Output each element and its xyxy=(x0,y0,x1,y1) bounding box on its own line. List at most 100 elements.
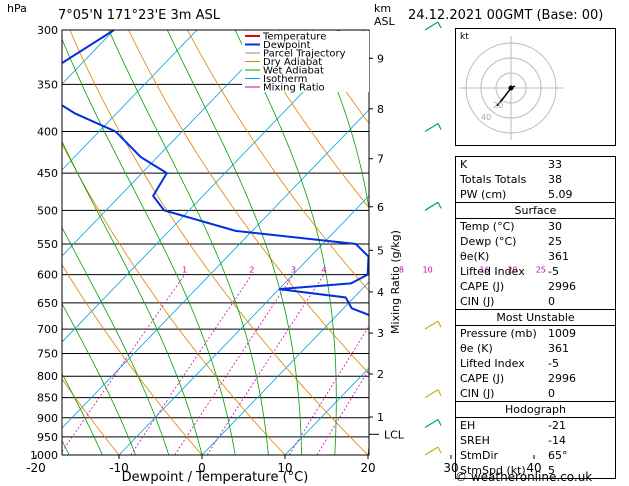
row-label: PW (cm) xyxy=(460,188,507,201)
temp-tick-label: 40 xyxy=(526,461,541,475)
isotherm xyxy=(201,281,369,455)
wind-barb xyxy=(424,21,439,31)
dry-adiabat xyxy=(245,30,369,209)
wet-adiabat xyxy=(108,30,269,455)
isotherm xyxy=(62,109,369,429)
dry-adiabat xyxy=(128,30,369,375)
hodograph-frame xyxy=(455,28,616,146)
table-row: θe(K) 361 xyxy=(456,249,615,264)
row-label: StmSpd (kt) xyxy=(460,464,526,477)
table-row: Totals Totals 38 xyxy=(456,172,615,187)
wind-barb xyxy=(424,123,439,133)
row-label: Temp (°C) xyxy=(460,220,515,233)
dry-adiabat xyxy=(69,30,369,455)
legend-label: Dewpoint xyxy=(263,40,311,51)
isotherm xyxy=(118,195,369,455)
wind-barb xyxy=(424,389,439,399)
km-tick-label: 3 xyxy=(377,327,384,340)
mixing-ratio-label: 4 xyxy=(321,266,326,275)
table-row: EH -21 xyxy=(456,418,615,433)
km-unit-label: km xyxy=(374,2,391,15)
hodograph-table-header: Hodograph xyxy=(456,401,615,418)
x-axis-label: Dewpoint / Temperature (°C) xyxy=(122,470,309,485)
row-value: 361 xyxy=(548,342,569,355)
km-tick-label: 8 xyxy=(377,103,384,116)
pressure-unit-label: hPa xyxy=(7,2,27,15)
table-row: CAPE (J) 2996 xyxy=(456,371,615,386)
row-value: -21 xyxy=(548,419,566,432)
wet-adiabat xyxy=(311,30,369,455)
table-row: CIN (J) 0 xyxy=(456,294,615,309)
pressure-tick-label: 750 xyxy=(37,347,58,360)
legend-label: Parcel Trajectory xyxy=(263,49,346,60)
table-row: Dewp (°C) 25 xyxy=(456,234,615,249)
asl-label: ASL xyxy=(374,15,396,28)
table-row: SREH -14 xyxy=(456,433,615,448)
wind-barb xyxy=(424,446,439,456)
mixing-ratio-label: 10 xyxy=(423,266,433,275)
row-value: 38 xyxy=(548,173,562,186)
table-row: CAPE (J) 2996 xyxy=(456,279,615,294)
row-value: 0 xyxy=(548,295,555,308)
pressure-tick-label: 500 xyxy=(37,204,58,217)
mixing-ratio-line xyxy=(130,274,253,455)
wind-barb-flag xyxy=(437,419,442,426)
dry-adiabat xyxy=(62,263,203,455)
row-value: -14 xyxy=(548,434,566,447)
row-label: StmDir xyxy=(460,449,499,462)
mixing-ratio-line xyxy=(62,274,185,453)
wind-barb-flag xyxy=(437,123,442,130)
mixing-ratio-label: 8 xyxy=(399,266,404,275)
hodograph-unit: kt xyxy=(460,32,469,42)
pressure-tick-label: 600 xyxy=(37,269,58,282)
dry-adiabat xyxy=(187,30,369,292)
legend-label: Isotherm xyxy=(263,74,307,85)
row-value: 361 xyxy=(548,250,569,263)
storm-motion-marker xyxy=(508,85,514,91)
km-tick-label: 6 xyxy=(377,201,384,214)
row-label: CIN (J) xyxy=(460,387,495,400)
legend-box xyxy=(242,31,369,92)
isotherm xyxy=(284,367,369,455)
km-tick-label: 4 xyxy=(377,286,384,299)
wet-adiabat xyxy=(62,372,103,455)
km-tick-label: 2 xyxy=(377,368,384,381)
pressure-tick-label: 950 xyxy=(37,431,58,444)
pressure-tick-label: 850 xyxy=(37,392,58,405)
row-label: Pressure (mb) xyxy=(460,327,537,340)
series-dewpoint xyxy=(62,30,369,317)
wind-barb xyxy=(424,201,439,211)
pressure-tick-label: 900 xyxy=(37,412,58,425)
pressure-tick-label: 650 xyxy=(37,297,58,310)
wind-barb-flag xyxy=(437,446,442,454)
row-label: CAPE (J) xyxy=(460,280,505,293)
km-tick-label: 9 xyxy=(377,52,384,65)
row-value: 1009 xyxy=(548,327,576,340)
pressure-tick-label: 450 xyxy=(37,167,58,180)
wind-barb-flag xyxy=(437,21,442,29)
wet-adiabat xyxy=(0,0,36,455)
wet-adiabat xyxy=(62,140,203,455)
legend-label: Mixing Ratio xyxy=(263,83,325,94)
wet-adiabat xyxy=(62,38,236,455)
mixing-ratio-axis-label: Mixing Ratio (g/kg) xyxy=(389,230,402,334)
km-tick-label: 5 xyxy=(377,244,384,257)
temp-tick-label: 10 xyxy=(277,461,292,475)
table-row: θe (K) 361 xyxy=(456,341,615,356)
temp-tick-label: 30 xyxy=(443,461,458,475)
dry-adiabat xyxy=(304,30,369,125)
surface-header: Surface xyxy=(456,202,615,219)
row-value: 5 xyxy=(548,464,555,477)
wind-barb-flag xyxy=(437,389,442,396)
row-value: -5 xyxy=(548,265,559,278)
row-label: θe (K) xyxy=(460,342,493,355)
wind-barb xyxy=(424,320,439,330)
hodograph-ring-label: 20 xyxy=(493,101,503,110)
pressure-tick-label: 800 xyxy=(37,370,58,383)
table-row: Pressure (mb) 1009 xyxy=(456,326,615,341)
table-row: Temp (°C) 30 xyxy=(456,219,615,234)
indices-table: K 33 Totals Totals 38 PW (cm) 5.09 Surface Te… xyxy=(455,156,616,479)
row-label: SREH xyxy=(460,434,490,447)
temp-tick-label: -10 xyxy=(109,461,129,475)
